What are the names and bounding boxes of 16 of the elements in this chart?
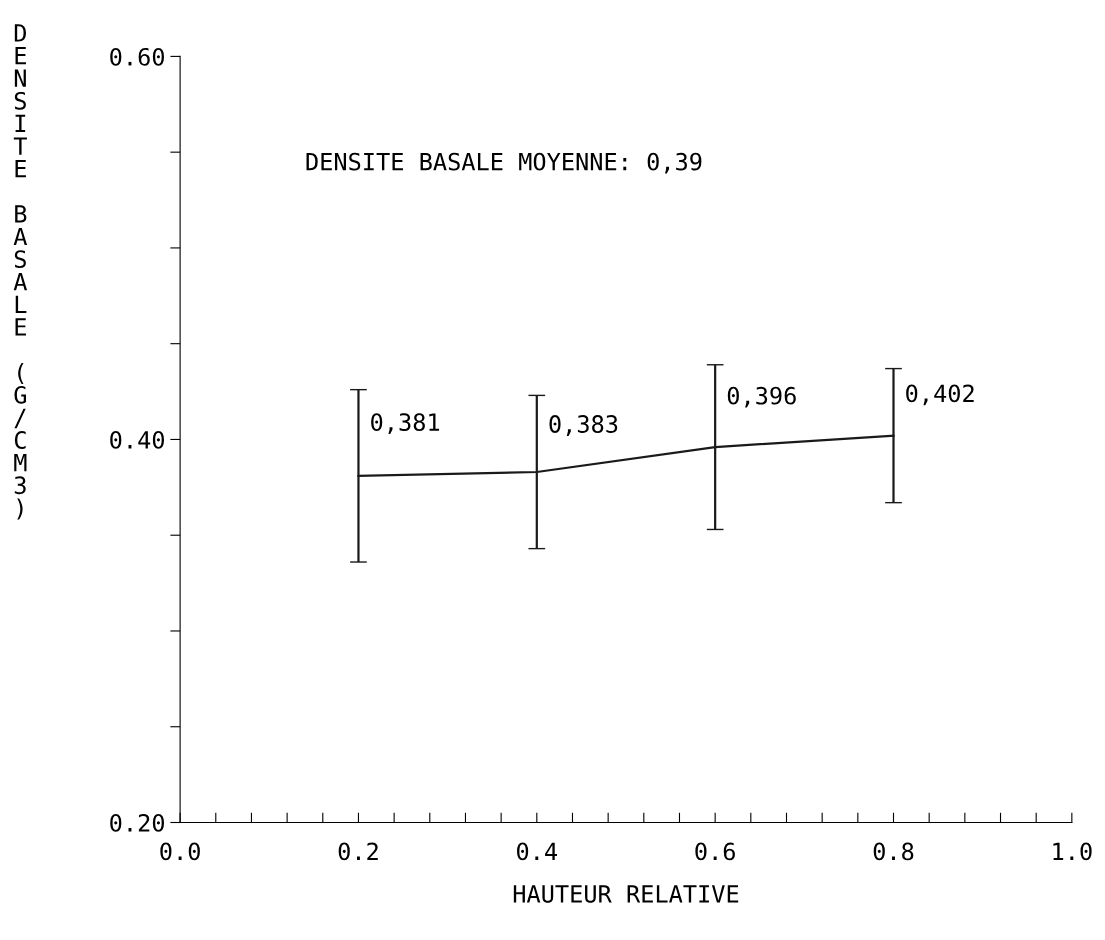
text: DENSITE BASALE (G/CM3) <box>13 24 28 520</box>
data-label: 0,383 <box>549 415 618 436</box>
x-tick-label: 0.4 <box>517 842 557 861</box>
x-tick-label: 0.2 <box>338 842 378 861</box>
y-tick-label: 0.60 <box>110 47 164 66</box>
x-tick-label: 0.6 <box>695 842 735 861</box>
annotation: DENSITE BASALE MOYENNE: 0,39 <box>306 152 702 174</box>
data-label: 0,402 <box>906 384 974 406</box>
data-label: 0,381 <box>371 413 440 435</box>
x-tick-label: 1.0 <box>1053 842 1092 861</box>
y-tick-label: 0.20 <box>110 814 164 832</box>
data-label: 0,396 <box>727 386 796 408</box>
x-axis-title: HAUTEUR RELATIVE <box>513 885 739 903</box>
x-tick-label: 0.8 <box>873 842 914 861</box>
x-tick-label: 0.0 <box>160 842 200 861</box>
y-tick-label: 0.40 <box>110 430 164 449</box>
